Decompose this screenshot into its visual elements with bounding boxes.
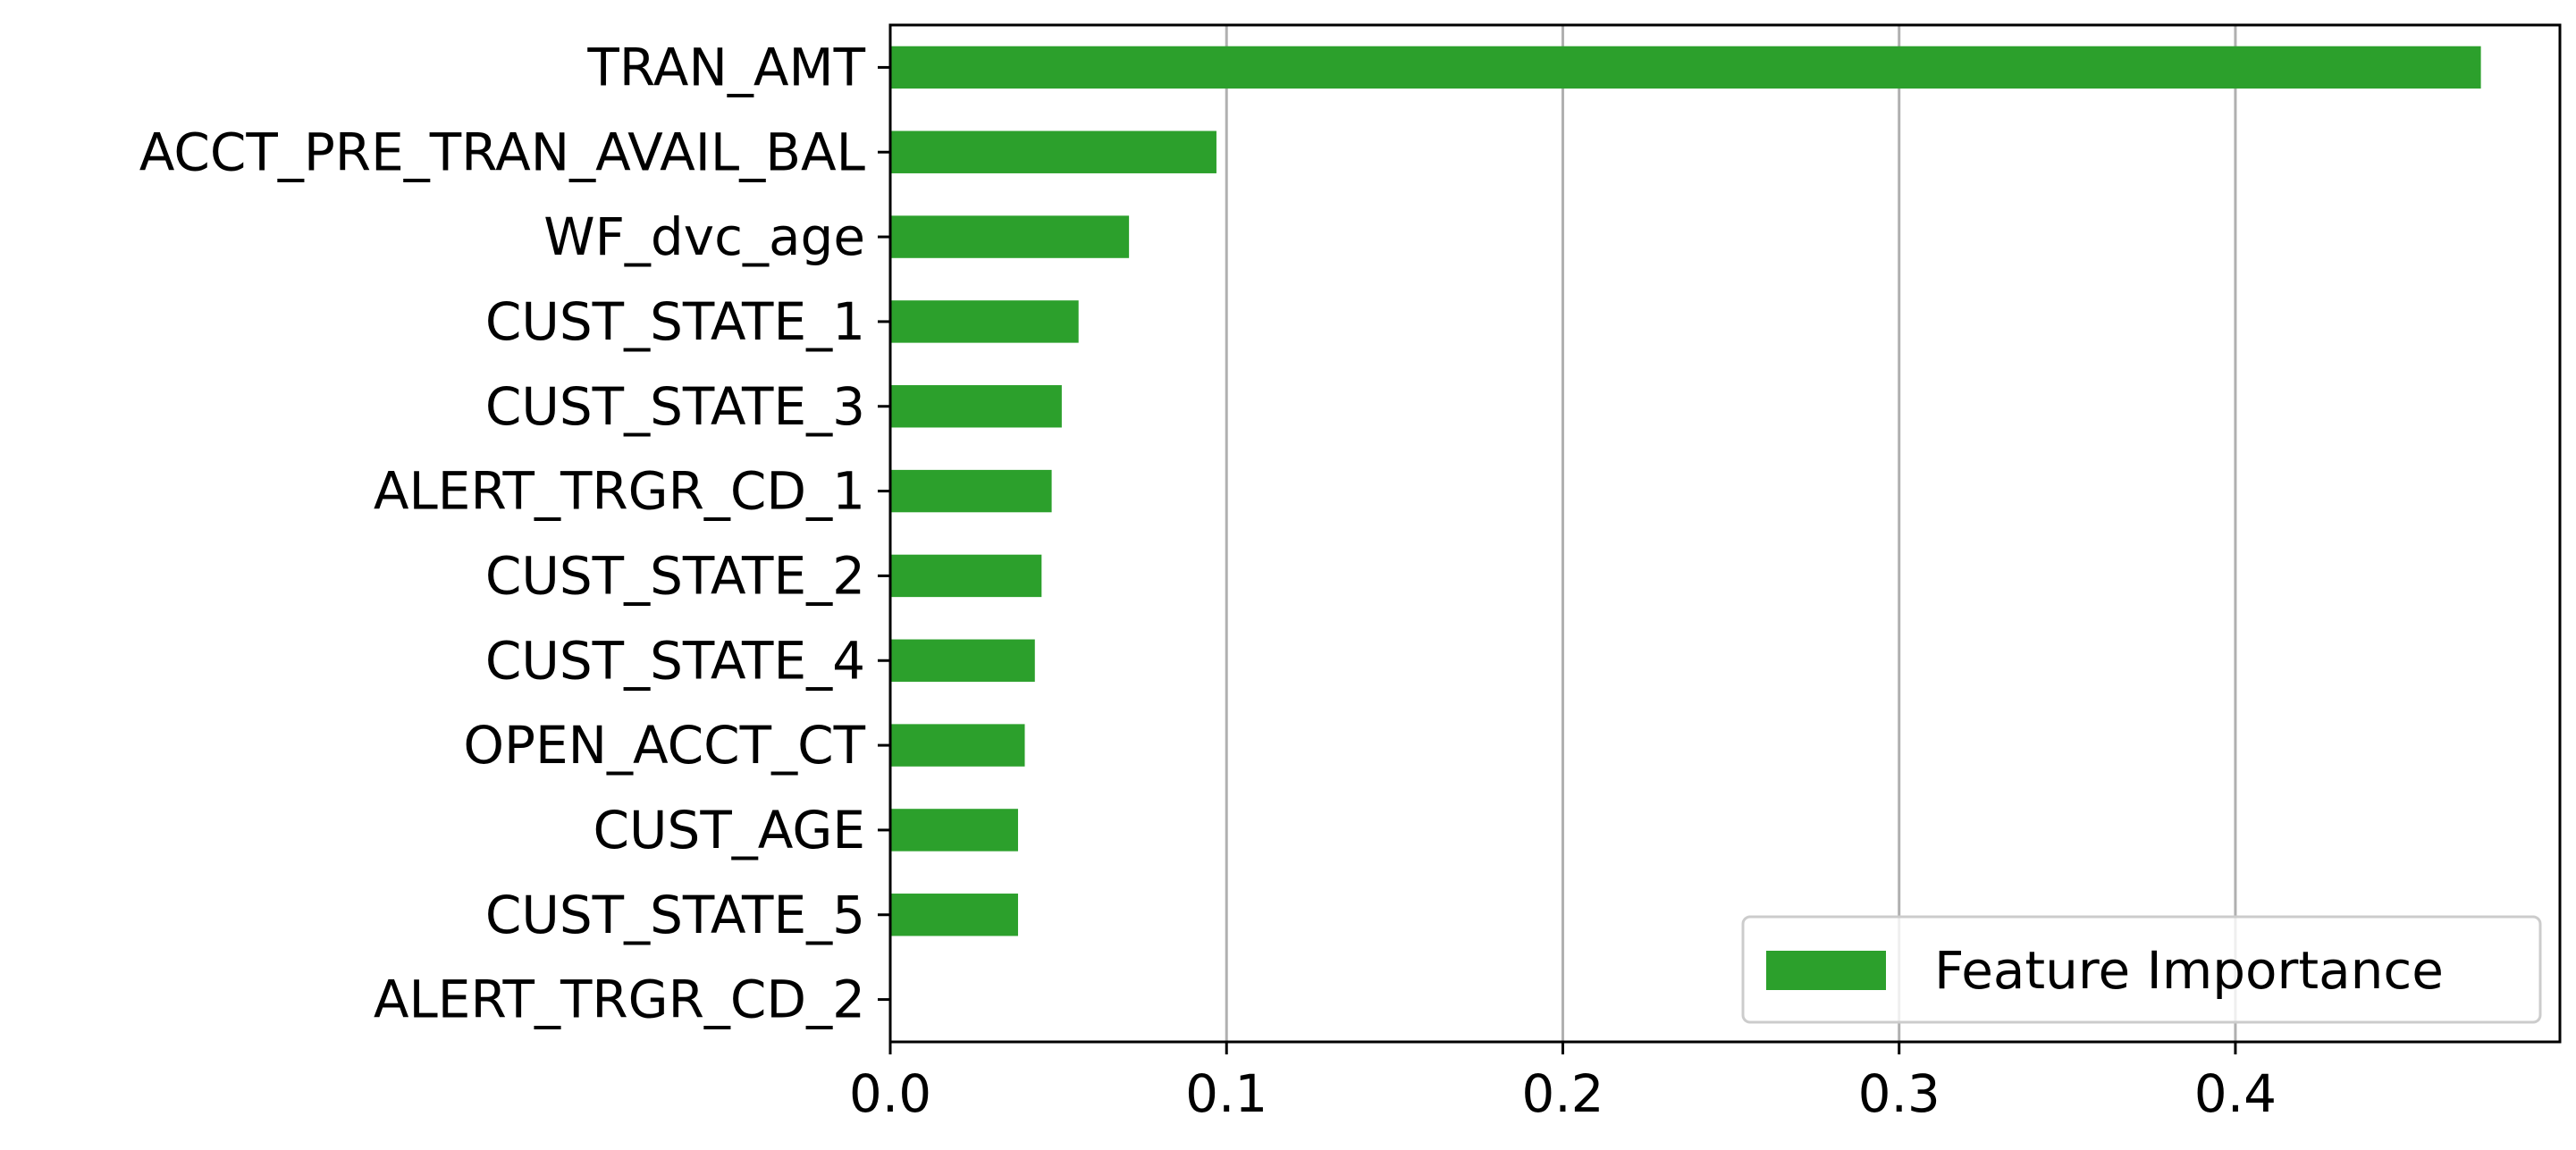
legend: Feature Importance <box>1741 915 2542 1024</box>
bar <box>890 724 1025 767</box>
y-tick-label: CUST_AGE <box>593 800 865 860</box>
x-axis-ticks: 0.0 0.1 0.2 0.3 0.4 <box>849 1042 2277 1124</box>
y-tick-label: ALERT_TRGR_CD_2 <box>374 970 865 1030</box>
y-tick-label: ACCT_PRE_TRAN_AVAIL_BAL <box>139 122 865 182</box>
bar <box>890 809 1018 852</box>
bar <box>890 554 1042 598</box>
axes-frame <box>888 23 2562 1044</box>
y-tick-label: CUST_STATE_3 <box>485 376 865 437</box>
bar <box>890 215 1130 258</box>
bar <box>890 130 1216 173</box>
legend-label: Feature Importance <box>1934 940 2444 1001</box>
bar <box>890 639 1035 682</box>
x-tick-label: 0.3 <box>1858 1063 1940 1124</box>
y-tick-label: ALERT_TRGR_CD_1 <box>374 461 865 522</box>
legend-swatch <box>1766 951 1886 990</box>
y-tick-label: CUST_STATE_4 <box>485 630 865 691</box>
y-tick-label: TRAN_AMT <box>586 37 865 97</box>
bar <box>890 46 2481 89</box>
legend-box <box>1741 915 2542 1024</box>
x-tick-label: 0.2 <box>1521 1063 1604 1124</box>
bar <box>890 300 1079 343</box>
x-tick-label: 0.4 <box>2194 1063 2277 1124</box>
bar <box>890 894 1018 936</box>
x-tick-label: 0.1 <box>1185 1063 1267 1124</box>
y-tick-label: CUST_STATE_2 <box>485 545 865 606</box>
bars <box>890 46 2481 936</box>
y-tick-label: WF_dvc_age <box>543 206 865 267</box>
x-tick-label: 0.0 <box>849 1063 931 1124</box>
y-tick-label: CUST_STATE_5 <box>485 885 865 945</box>
y-tick-label: CUST_STATE_1 <box>485 291 865 352</box>
y-axis-ticks: TRAN_AMT ACCT_PRE_TRAN_AVAIL_BAL WF_dvc_ag… <box>139 37 890 1030</box>
bar <box>890 385 1062 428</box>
bar <box>890 469 1052 513</box>
y-tick-label: OPEN_ACCT_CT <box>463 715 865 776</box>
